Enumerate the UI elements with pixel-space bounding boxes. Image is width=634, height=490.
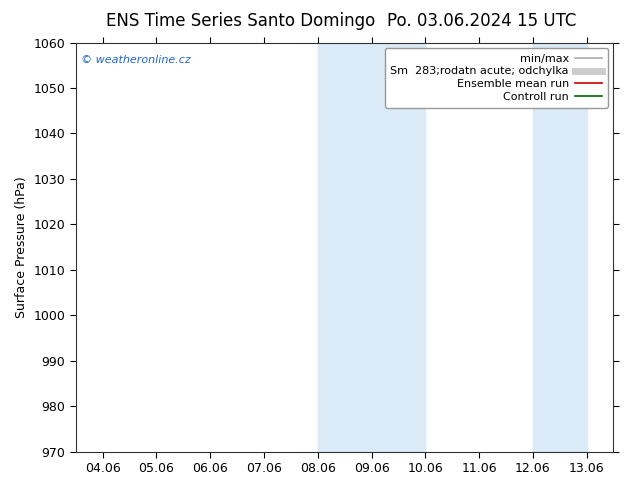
Bar (533, 43, 586, 452)
Y-axis label: Surface Pressure (hPa): Surface Pressure (hPa) (15, 176, 28, 318)
Text: ENS Time Series Santo Domingo: ENS Time Series Santo Domingo (107, 12, 375, 30)
Text: Po. 03.06.2024 15 UTC: Po. 03.06.2024 15 UTC (387, 12, 576, 30)
Text: © weatheronline.cz: © weatheronline.cz (81, 55, 191, 65)
Bar (318, 43, 425, 452)
Legend: min/max, Sm  283;rodatn acute; odchylka, Ensemble mean run, Controll run: min/max, Sm 283;rodatn acute; odchylka, … (385, 48, 608, 108)
